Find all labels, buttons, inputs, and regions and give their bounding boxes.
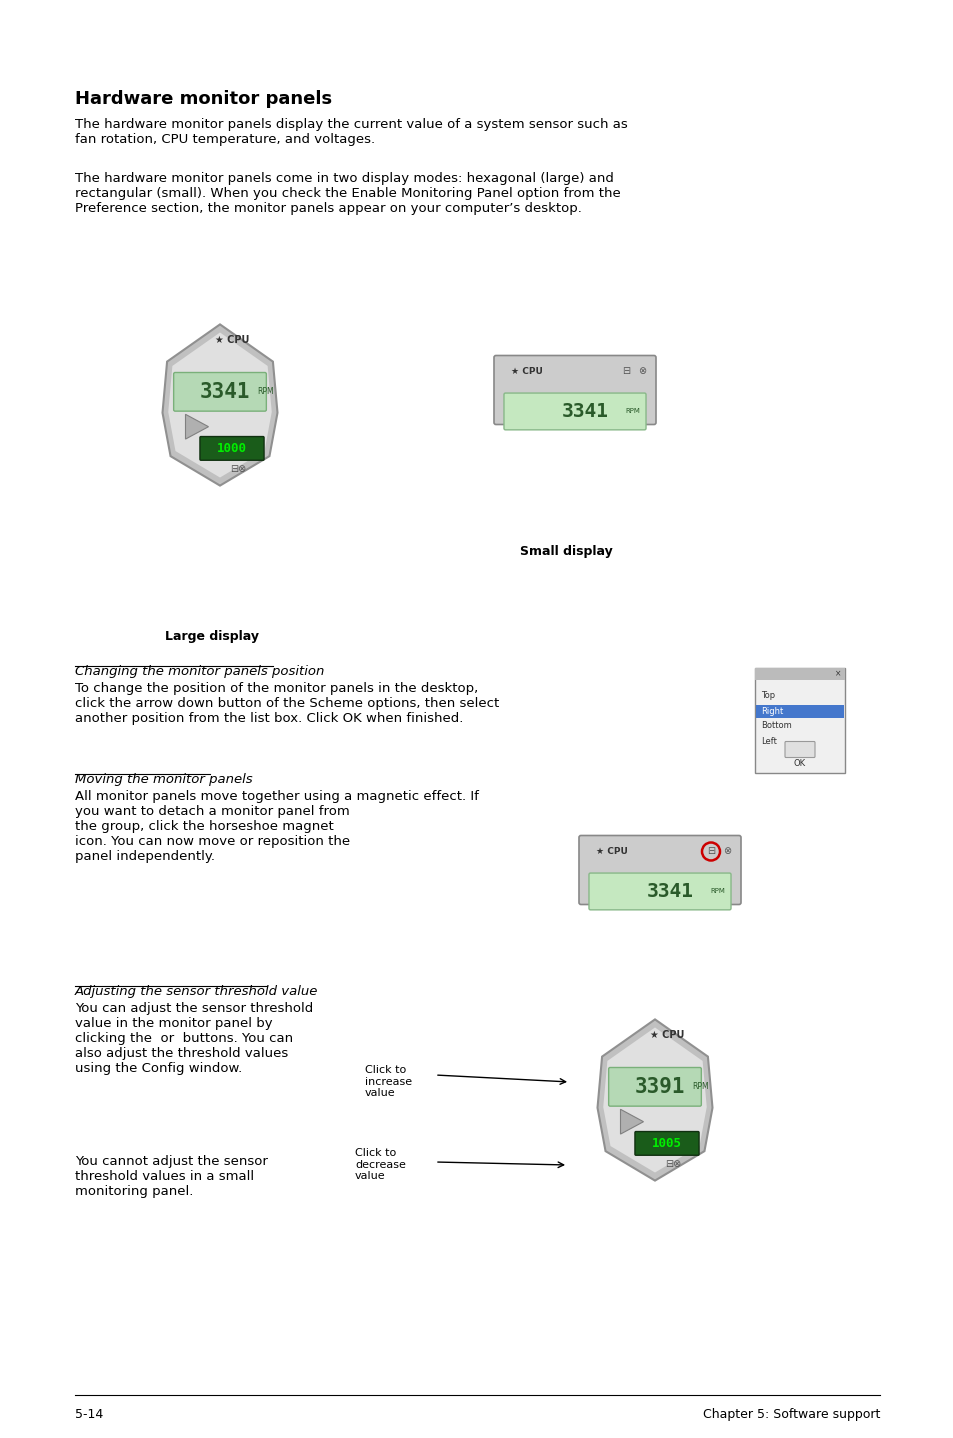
Text: ★ CPU: ★ CPU xyxy=(214,335,249,345)
Polygon shape xyxy=(602,1028,706,1172)
Text: Moving the monitor panels: Moving the monitor panels xyxy=(75,774,253,787)
Text: 3341: 3341 xyxy=(646,881,693,902)
FancyBboxPatch shape xyxy=(494,355,656,424)
Text: Bottom: Bottom xyxy=(760,722,791,731)
Polygon shape xyxy=(162,325,277,486)
Text: RPM: RPM xyxy=(625,408,639,414)
Text: ⊟⊗: ⊟⊗ xyxy=(230,463,246,473)
FancyBboxPatch shape xyxy=(754,667,844,772)
Text: All monitor panels move together using a magnetic effect. If
you want to detach : All monitor panels move together using a… xyxy=(75,789,478,863)
Text: Adjusting the sensor threshold value: Adjusting the sensor threshold value xyxy=(75,985,322,998)
Text: To change the position of the monitor panels in the desktop,
click the arrow dow: To change the position of the monitor pa… xyxy=(75,682,498,725)
Text: RPM: RPM xyxy=(692,1083,709,1091)
Text: ×: × xyxy=(834,669,841,677)
Text: Left: Left xyxy=(760,736,776,745)
FancyBboxPatch shape xyxy=(608,1067,700,1106)
Text: Changing the monitor panels position: Changing the monitor panels position xyxy=(75,664,324,677)
Text: 5-14: 5-14 xyxy=(75,1408,103,1421)
Text: The hardware monitor panels come in two display modes: hexagonal (large) and
rec: The hardware monitor panels come in two … xyxy=(75,173,620,216)
Text: Right: Right xyxy=(760,706,782,716)
Text: Large display: Large display xyxy=(165,630,258,643)
Text: 3391: 3391 xyxy=(634,1077,684,1097)
FancyBboxPatch shape xyxy=(173,372,266,411)
Text: ⊟: ⊟ xyxy=(621,367,629,377)
Text: Hardware monitor panels: Hardware monitor panels xyxy=(75,91,332,108)
Polygon shape xyxy=(619,1109,643,1135)
Text: 3341: 3341 xyxy=(199,383,250,401)
Polygon shape xyxy=(597,1020,712,1181)
Text: RPM: RPM xyxy=(257,387,274,397)
Text: 1000: 1000 xyxy=(216,441,247,454)
Text: ⊗: ⊗ xyxy=(722,847,730,857)
FancyBboxPatch shape xyxy=(784,742,814,758)
FancyBboxPatch shape xyxy=(588,873,730,910)
Text: Small display: Small display xyxy=(519,545,612,558)
FancyBboxPatch shape xyxy=(754,667,844,680)
Text: You cannot adjust the sensor
threshold values in a small
monitoring panel.: You cannot adjust the sensor threshold v… xyxy=(75,1155,268,1198)
Text: OK: OK xyxy=(793,759,805,768)
Polygon shape xyxy=(185,414,209,439)
Text: ★ CPU: ★ CPU xyxy=(511,367,542,375)
Text: You can adjust the sensor threshold
value in the monitor panel by
clicking the  : You can adjust the sensor threshold valu… xyxy=(75,1002,313,1076)
Text: 3341: 3341 xyxy=(561,403,608,421)
Text: The hardware monitor panels display the current value of a system sensor such as: The hardware monitor panels display the … xyxy=(75,118,627,147)
Text: Chapter 5: Software support: Chapter 5: Software support xyxy=(702,1408,879,1421)
FancyBboxPatch shape xyxy=(200,437,264,460)
Text: Click to
increase
value: Click to increase value xyxy=(365,1066,412,1099)
Text: Click to
decrease
value: Click to decrease value xyxy=(355,1148,405,1181)
Text: ⊟: ⊟ xyxy=(706,847,715,857)
Text: RPM: RPM xyxy=(710,889,724,894)
FancyBboxPatch shape xyxy=(635,1132,699,1155)
Text: ⊗: ⊗ xyxy=(638,367,645,377)
Text: Top: Top xyxy=(760,692,774,700)
FancyBboxPatch shape xyxy=(503,393,645,430)
Text: ⊟⊗: ⊟⊗ xyxy=(664,1159,680,1169)
Text: ★ CPU: ★ CPU xyxy=(649,1030,683,1040)
FancyBboxPatch shape xyxy=(578,835,740,905)
Text: 1005: 1005 xyxy=(651,1137,681,1150)
FancyBboxPatch shape xyxy=(755,705,843,718)
Text: ★ CPU: ★ CPU xyxy=(596,847,627,856)
Polygon shape xyxy=(168,332,272,477)
